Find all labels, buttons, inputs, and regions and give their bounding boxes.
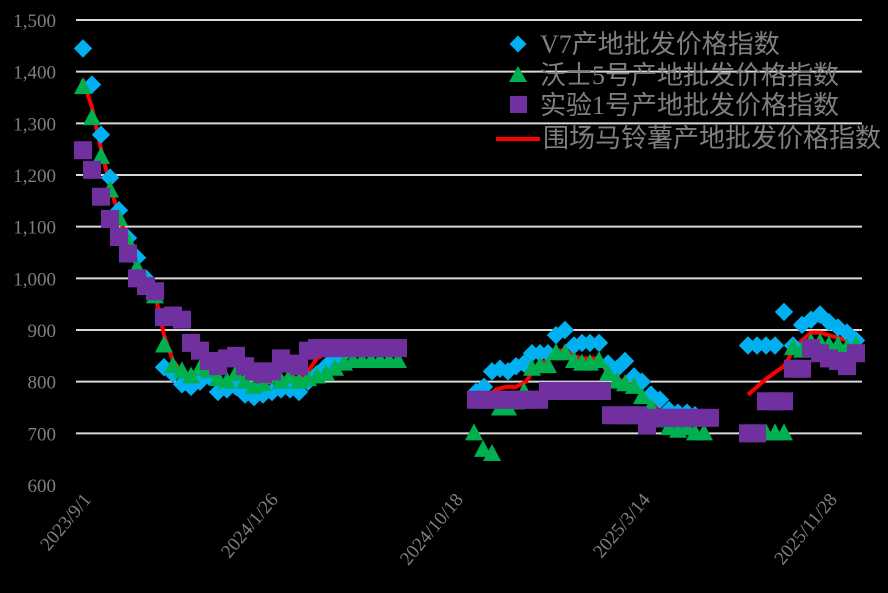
y-tick-label: 800 bbox=[28, 373, 57, 394]
legend-label: 围场马铃薯产地批发价格指数 bbox=[543, 124, 881, 153]
triangle-marker bbox=[695, 423, 713, 441]
legend: V7产地批发价格指数 沃士5号产地批发价格指数 实验1号产地批发价格指数 围场马… bbox=[496, 30, 881, 153]
square-marker bbox=[83, 160, 101, 179]
y-tick-label: 700 bbox=[28, 424, 57, 445]
diamond-marker bbox=[555, 320, 575, 340]
square-marker bbox=[290, 357, 308, 376]
triangle-marker bbox=[173, 361, 191, 379]
series-layer bbox=[73, 39, 866, 461]
triangle-marker bbox=[539, 356, 557, 374]
diamond-marker bbox=[91, 125, 111, 144]
triangle-marker bbox=[389, 351, 407, 368]
legend-label: V7产地批发价格指数 bbox=[540, 30, 780, 59]
square-marker bbox=[101, 209, 119, 228]
triangle-marker bbox=[182, 366, 200, 384]
y-tick-label: 1,400 bbox=[13, 63, 56, 84]
diamond-marker bbox=[765, 336, 785, 355]
triangle-marker bbox=[92, 146, 110, 164]
diamond-marker bbox=[650, 390, 670, 409]
triangle-marker bbox=[155, 335, 173, 353]
x-tick-label: 2024/10/18 bbox=[396, 490, 468, 570]
legend-item-v7: V7产地批发价格指数 bbox=[509, 30, 780, 59]
triangle-marker bbox=[83, 108, 101, 126]
square-marker bbox=[847, 344, 865, 363]
legend-label: 沃士5号产地批发价格指数 bbox=[540, 61, 839, 90]
y-tick-label: 1,100 bbox=[13, 218, 56, 239]
legend-item-woshi5: 沃士5号产地批发价格指数 bbox=[509, 61, 839, 90]
triangle-marker bbox=[317, 363, 335, 381]
triangle-marker bbox=[599, 363, 617, 381]
legend-item-shiyan1: 实验1号产地批发价格指数 bbox=[510, 91, 839, 120]
series-diamond-markers bbox=[73, 39, 866, 428]
square-marker bbox=[173, 310, 191, 329]
y-axis-ticks: 1,500 1,400 1,300 1,200 1,100 1,000 900 800 700 6… bbox=[13, 11, 56, 497]
triangle-marker-icon bbox=[509, 66, 527, 82]
y-tick-label: 1,000 bbox=[13, 269, 56, 290]
y-tick-label: 1,300 bbox=[13, 114, 56, 135]
diamond-marker-icon bbox=[509, 35, 527, 53]
square-marker bbox=[593, 381, 611, 400]
triangle-marker bbox=[633, 387, 651, 405]
triangle-marker bbox=[218, 371, 236, 389]
square-marker bbox=[793, 359, 811, 378]
diamond-marker bbox=[589, 333, 609, 353]
x-axis-ticks: 2023/9/1 2024/1/26 2024/10/18 2025/3/14 2025… bbox=[36, 489, 842, 569]
series-square-markers bbox=[74, 141, 865, 443]
square-marker bbox=[701, 408, 719, 427]
triangle-marker bbox=[465, 423, 483, 441]
triangle-marker bbox=[483, 444, 501, 461]
square-marker-icon bbox=[510, 96, 527, 113]
square-marker bbox=[110, 228, 128, 246]
diamond-marker bbox=[615, 351, 635, 371]
y-tick-label: 1,500 bbox=[13, 11, 56, 32]
legend-label: 实验1号产地批发价格指数 bbox=[540, 91, 839, 120]
square-marker bbox=[146, 282, 164, 301]
triangle-marker bbox=[625, 376, 643, 394]
x-tick-label: 2023/9/1 bbox=[36, 490, 96, 555]
square-marker bbox=[748, 424, 766, 443]
y-tick-label: 1,200 bbox=[13, 166, 56, 187]
x-tick-label: 2025/3/14 bbox=[589, 489, 655, 562]
triangle-marker bbox=[556, 343, 574, 361]
triangle-marker bbox=[590, 351, 608, 368]
triangle-marker bbox=[326, 358, 344, 376]
square-marker bbox=[775, 392, 793, 411]
diamond-marker bbox=[73, 39, 93, 58]
square-marker bbox=[92, 187, 110, 206]
square-marker bbox=[119, 244, 137, 263]
triangle-marker bbox=[775, 423, 793, 441]
diamond-marker bbox=[100, 168, 120, 187]
triangle-marker bbox=[74, 77, 92, 95]
x-tick-label: 2025/11/28 bbox=[771, 490, 842, 569]
legend-item-weichang: 围场马铃薯产地批发价格指数 bbox=[496, 124, 881, 153]
square-marker bbox=[74, 141, 92, 160]
x-tick-label: 2024/1/26 bbox=[217, 490, 283, 563]
y-tick-label: 900 bbox=[28, 321, 57, 342]
diamond-marker bbox=[774, 302, 794, 322]
y-tick-label: 600 bbox=[28, 476, 57, 497]
triangle-marker bbox=[164, 356, 182, 374]
square-marker bbox=[389, 339, 407, 358]
